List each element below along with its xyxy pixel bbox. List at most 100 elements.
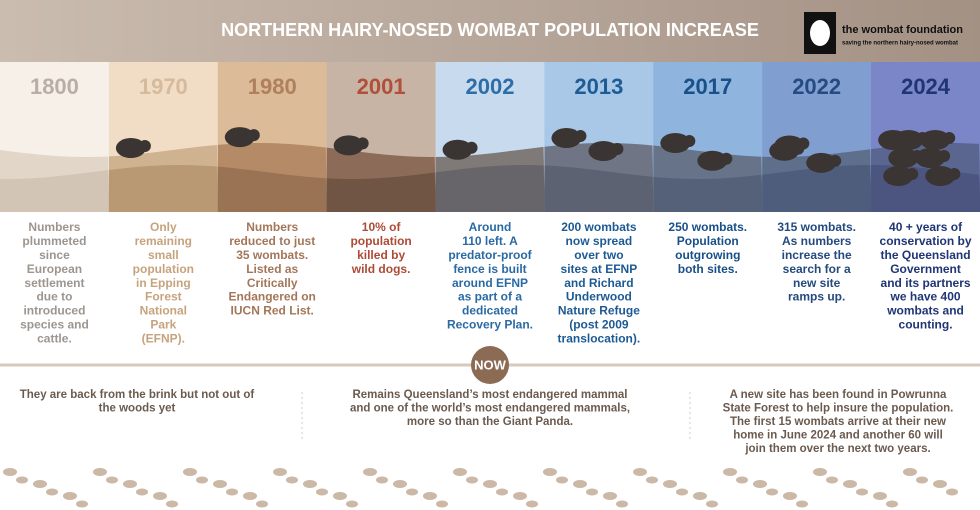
note-line: The first 15 wombats arrive at their new [730,416,946,428]
description-line: Around [469,220,512,234]
description-line: (post 2009 [569,317,629,331]
footprint [183,468,197,476]
wombat [920,130,951,150]
wombat-head [906,168,919,180]
footprint [843,480,857,488]
description-line: European [27,262,82,276]
description-line: Population [677,234,739,248]
description-line: ramps up. [788,290,845,304]
description-line: Numbers [28,220,80,234]
footprint [16,476,28,484]
wombat-head [948,168,961,180]
description-line: 10% of [362,220,402,234]
description-line: (EFNP). [142,331,185,345]
footprint [63,492,77,500]
footprint [166,500,178,508]
note-line: They are back from the brink but not out… [20,389,255,401]
description-line: reduced to just [229,234,315,248]
footprint [136,488,148,496]
description-line: 200 wombats [561,220,637,234]
footprint [616,500,628,508]
footprint [256,500,268,508]
year: 2013 [574,74,623,99]
wombat-head [720,152,733,165]
description-line: As numbers [782,234,852,248]
description-line: and Richard [564,276,633,290]
note-line: join them over the next two years. [744,443,930,455]
description-line: remaining [135,234,192,248]
footprint [196,476,208,484]
footprint [226,488,238,496]
footprint [423,492,437,500]
year: 1800 [30,74,79,99]
ground-lower [544,165,654,212]
wombat-head [938,150,951,162]
footprint [933,480,947,488]
description-line: counting. [899,317,953,331]
description-line: National [140,304,187,318]
description-line: Park [150,317,176,331]
note-line: State Forest to help insure the populati… [723,403,954,415]
footprint [393,480,407,488]
wombat [588,141,619,162]
description-line: sites at EFNP [561,262,638,276]
footprint [693,492,707,500]
description-line: new site [793,276,841,290]
footprint [886,500,898,508]
footprint [496,488,508,496]
description-line: as part of a [458,290,522,304]
wombat-head [943,132,956,144]
footprint [573,480,587,488]
footprint [153,492,167,500]
footprint [243,492,257,500]
description-line: population [133,262,194,276]
year: 1970 [139,74,188,99]
footprint [603,492,617,500]
footprint [93,468,107,476]
description-line: in Epping [136,276,191,290]
description-line: population [350,234,411,248]
description-line: cattle. [37,331,72,345]
footprint [286,476,298,484]
footprint [123,480,137,488]
wombat-head [911,150,924,162]
description-line: Numbers [246,220,298,234]
description-line: small [148,248,179,262]
note-line: the woods yet [99,403,176,415]
note-line: home in June 2024 and another 60 will [733,430,943,442]
ground-lower [0,170,110,212]
footprint [436,500,448,508]
footprint [783,492,797,500]
wombat [697,150,728,171]
description-line: around EFNP [452,276,528,290]
description-line: introduced [23,304,85,318]
wombat-head [356,137,369,150]
description-line: plummeted [22,234,86,248]
description-line: now spread [566,234,633,248]
description-line: 110 left. A [462,234,518,248]
description-line: Underwood [566,290,632,304]
footprint [543,468,557,476]
footprint [453,468,467,476]
description-line: search for a [783,262,851,276]
wombat-head [797,137,810,150]
footprint [513,492,527,500]
description-line: we have 400 [890,290,961,304]
footprint [303,480,317,488]
description-line: the Queensland [881,248,971,262]
ground-lower [435,165,545,212]
footprints [3,468,958,508]
description-line: increase the [782,248,852,262]
wombat [925,166,956,186]
wombat [224,127,255,148]
footprint [633,468,647,476]
description-line: and its partners [881,276,971,290]
footprint [826,476,838,484]
footprint [556,476,568,484]
description-line: Forest [145,290,182,304]
footprint [916,476,928,484]
wombat-head [574,130,587,143]
footprint [76,500,88,508]
footprint [526,500,538,508]
wombat-head [247,129,260,142]
